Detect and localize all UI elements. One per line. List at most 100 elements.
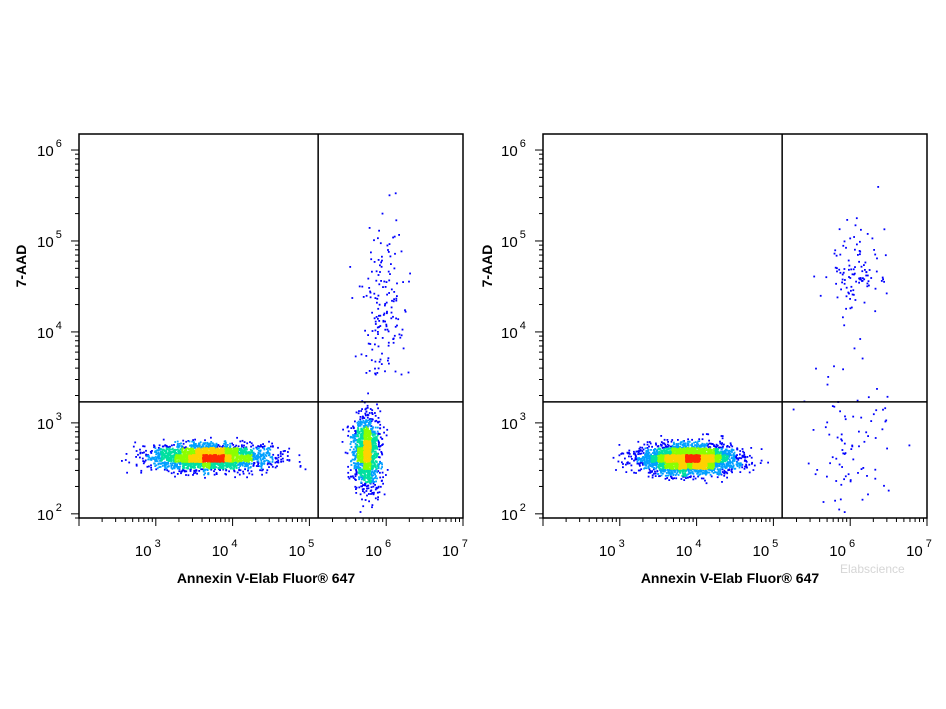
event-point — [229, 455, 232, 457]
event-point — [224, 448, 227, 451]
event-point — [261, 464, 263, 466]
event-point — [373, 457, 376, 460]
event-point — [239, 459, 241, 461]
event-point — [205, 465, 208, 467]
event-point — [214, 446, 217, 449]
event-point — [358, 440, 360, 443]
event-point — [662, 442, 664, 445]
event-point — [843, 240, 846, 243]
event-point — [366, 464, 369, 467]
event-point — [371, 450, 374, 453]
event-point — [839, 253, 842, 256]
event-point — [171, 456, 174, 459]
event-point — [384, 370, 386, 373]
event-point — [172, 455, 175, 458]
event-point — [736, 461, 739, 464]
event-point — [132, 445, 135, 448]
event-point — [748, 471, 751, 474]
event-point — [195, 461, 198, 463]
event-point — [350, 464, 353, 466]
event-point — [363, 441, 366, 444]
event-point — [369, 425, 372, 427]
event-point — [387, 330, 390, 333]
event-point — [179, 443, 181, 445]
event-point — [368, 447, 371, 450]
event-point — [384, 303, 387, 305]
event-point — [376, 430, 379, 433]
event-point — [227, 459, 230, 462]
event-point — [221, 446, 223, 448]
event-point — [840, 438, 843, 441]
event-point — [370, 359, 373, 362]
event-point — [834, 499, 836, 502]
event-point — [279, 451, 282, 453]
event-point — [213, 460, 216, 463]
event-point — [230, 447, 233, 450]
event-point — [728, 449, 731, 452]
event-point — [203, 456, 206, 459]
event-point — [368, 434, 371, 437]
event-point — [690, 475, 692, 478]
event-point — [730, 454, 733, 457]
event-point — [249, 458, 251, 461]
event-point — [387, 341, 390, 344]
event-point — [202, 454, 205, 457]
event-point — [135, 464, 138, 467]
event-point — [372, 460, 375, 463]
event-point — [353, 466, 356, 468]
event-point — [360, 485, 363, 488]
event-point — [192, 458, 195, 460]
event-point — [365, 426, 368, 428]
event-point — [192, 445, 195, 448]
event-point — [875, 270, 878, 273]
event-point — [271, 442, 273, 445]
event-point — [675, 477, 678, 480]
event-point — [751, 461, 753, 464]
event-point — [628, 462, 631, 465]
event-point — [201, 468, 204, 471]
event-point — [250, 442, 253, 445]
event-point — [876, 388, 878, 390]
event-point — [402, 347, 405, 350]
event-point — [358, 471, 361, 473]
event-point — [137, 453, 139, 456]
event-point — [236, 459, 238, 462]
event-point — [831, 405, 834, 407]
event-point — [645, 451, 648, 454]
event-point — [850, 289, 852, 292]
event-point — [199, 441, 202, 444]
event-point — [862, 277, 864, 280]
event-point — [217, 460, 220, 463]
event-point — [850, 448, 853, 450]
event-point — [363, 472, 366, 474]
event-point — [648, 441, 651, 443]
event-point — [366, 416, 369, 419]
event-point — [264, 457, 266, 460]
event-point — [377, 331, 379, 333]
event-point — [864, 269, 866, 271]
event-point — [134, 441, 137, 444]
event-point — [165, 451, 168, 454]
event-point — [213, 467, 216, 469]
event-point — [682, 442, 685, 445]
event-point — [867, 396, 870, 399]
event-point — [164, 455, 167, 458]
event-point — [711, 470, 713, 473]
event-point — [185, 464, 188, 466]
event-point — [253, 456, 256, 458]
event-point — [730, 470, 733, 472]
event-point — [354, 446, 357, 449]
event-point — [655, 443, 657, 446]
event-point — [364, 422, 367, 425]
event-point — [706, 442, 708, 445]
event-point — [885, 419, 888, 422]
event-point — [696, 442, 698, 445]
event-point — [265, 459, 268, 462]
event-point — [232, 451, 235, 454]
event-point — [209, 442, 212, 445]
event-point — [373, 477, 376, 480]
event-point — [374, 367, 376, 370]
event-point — [641, 450, 644, 452]
event-point — [185, 449, 188, 451]
event-point — [356, 453, 359, 456]
